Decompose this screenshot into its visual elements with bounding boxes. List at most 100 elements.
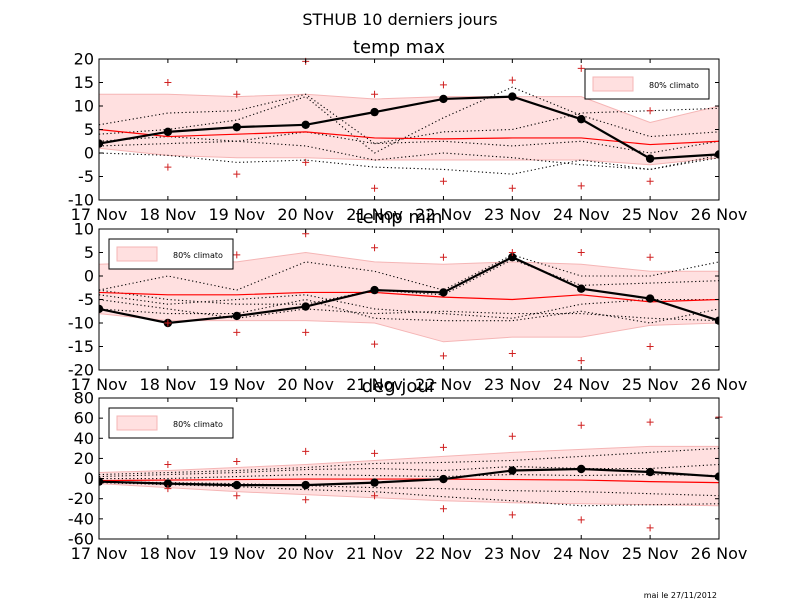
legend: 80% climato xyxy=(584,68,710,100)
extreme-marker xyxy=(164,485,172,493)
observed-point xyxy=(714,150,719,159)
observed-point xyxy=(508,92,517,101)
x-tick-label: 19 Nov xyxy=(208,375,265,394)
y-tick-label: -10 xyxy=(68,314,94,333)
extreme-marker xyxy=(577,357,585,365)
y-tick-label: 10 xyxy=(74,220,94,239)
x-tick-label: 24 Nov xyxy=(553,205,610,224)
forecast-member-4 xyxy=(99,140,719,171)
forecast-member-3 xyxy=(99,294,719,319)
extreme-marker xyxy=(577,182,585,190)
observed-point xyxy=(163,479,173,488)
x-tick-label: 22 Nov xyxy=(415,375,472,394)
extreme-marker xyxy=(233,328,241,336)
x-tick-label: 24 Nov xyxy=(553,544,610,563)
plot-area xyxy=(99,86,719,175)
legend-label: 80% climato xyxy=(173,251,223,260)
x-tick-label: 26 Nov xyxy=(691,205,748,224)
extreme-marker xyxy=(508,249,516,256)
y-tick-label: 5 xyxy=(84,243,94,262)
x-tick-label: 25 Nov xyxy=(622,205,679,224)
extreme-marker xyxy=(371,90,379,98)
observed-point xyxy=(439,474,448,484)
x-tick-label: 23 Nov xyxy=(484,205,541,224)
x-tick-label: 18 Nov xyxy=(140,375,197,394)
observed-point xyxy=(577,284,586,293)
extreme-marker xyxy=(577,249,585,256)
extreme-marker xyxy=(577,64,585,72)
y-tick-label: -15 xyxy=(68,337,94,356)
climato-80-band xyxy=(99,445,719,507)
climato-80-band xyxy=(99,93,719,166)
observed-point xyxy=(232,480,241,490)
y-tick-label: -20 xyxy=(68,361,94,380)
y-tick-label: -60 xyxy=(68,530,94,549)
x-tick-label: 18 Nov xyxy=(140,205,197,224)
axes-frame xyxy=(98,397,720,540)
x-tick-label: 17 Nov xyxy=(71,375,128,394)
extreme-marker xyxy=(302,328,310,336)
extreme-marker xyxy=(164,79,172,86)
x-tick-label: 21 Nov xyxy=(346,375,403,394)
observed-point xyxy=(163,127,173,137)
extreme-marker xyxy=(439,505,447,513)
extreme-marker xyxy=(233,90,241,98)
observed-point xyxy=(439,288,448,297)
extreme-marker xyxy=(233,170,241,178)
y-tick-label: 0 xyxy=(84,144,94,163)
plot-area xyxy=(99,251,719,343)
legend-swatch xyxy=(116,246,158,262)
x-tick-label: 24 Nov xyxy=(553,375,610,394)
x-tick-label: 22 Nov xyxy=(415,544,472,563)
observed-point xyxy=(577,114,586,124)
extreme-marker xyxy=(646,107,654,115)
panel-title: temp min xyxy=(356,207,443,228)
x-tick-label: 19 Nov xyxy=(208,544,265,563)
extreme-marker xyxy=(371,449,379,457)
x-tick-label: 23 Nov xyxy=(484,544,541,563)
x-tick-label: 21 Nov xyxy=(346,544,403,563)
y-tick-label: -5 xyxy=(78,167,94,186)
x-tick-label: 18 Nov xyxy=(140,544,197,563)
observed-point xyxy=(577,464,586,474)
observed-line xyxy=(99,95,719,160)
climato-median-line xyxy=(99,291,719,303)
forecast-member-1 xyxy=(99,447,719,476)
x-tick-label: 17 Nov xyxy=(71,544,128,563)
forecast-member-4 xyxy=(99,481,719,497)
y-tick-label: -5 xyxy=(78,290,94,309)
observed-point xyxy=(99,477,104,486)
observed-line xyxy=(99,467,719,487)
footer-date: mai le 27/11/2012 xyxy=(643,591,717,600)
y-tick-label: 15 xyxy=(74,73,94,92)
extreme-marker xyxy=(302,496,310,504)
x-tick-label: 20 Nov xyxy=(277,375,334,394)
observed-point xyxy=(301,120,310,129)
extreme-marker xyxy=(439,443,447,451)
extreme-marker xyxy=(646,253,654,261)
forecast-member-1 xyxy=(99,254,719,291)
extreme-marker xyxy=(646,343,654,350)
plot-area xyxy=(99,445,719,507)
extreme-marker xyxy=(508,184,516,192)
legend: 80% climato xyxy=(108,407,234,439)
forecast-member-2 xyxy=(99,463,719,478)
legend-swatch xyxy=(592,76,634,92)
x-tick-label: 17 Nov xyxy=(71,205,128,224)
extreme-marker xyxy=(577,421,585,429)
panel-title: deg jour xyxy=(362,376,437,397)
x-tick-label: 23 Nov xyxy=(484,375,541,394)
forecast-member-2 xyxy=(99,86,719,154)
observed-point xyxy=(301,480,310,490)
observed-point xyxy=(645,467,655,477)
y-tick-label: 5 xyxy=(84,120,94,139)
y-tick-label: 20 xyxy=(74,449,94,468)
panel-1: -10 -5 0 5 10 15 20 17 Nov 18 Nov 19 Nov 20 Nov 21 … xyxy=(68,37,747,224)
x-tick-label: 20 Nov xyxy=(277,544,334,563)
observed-point xyxy=(370,478,379,487)
x-tick-label: 25 Nov xyxy=(622,544,679,563)
forecast-member-3 xyxy=(99,131,719,154)
extreme-marker xyxy=(646,524,654,532)
